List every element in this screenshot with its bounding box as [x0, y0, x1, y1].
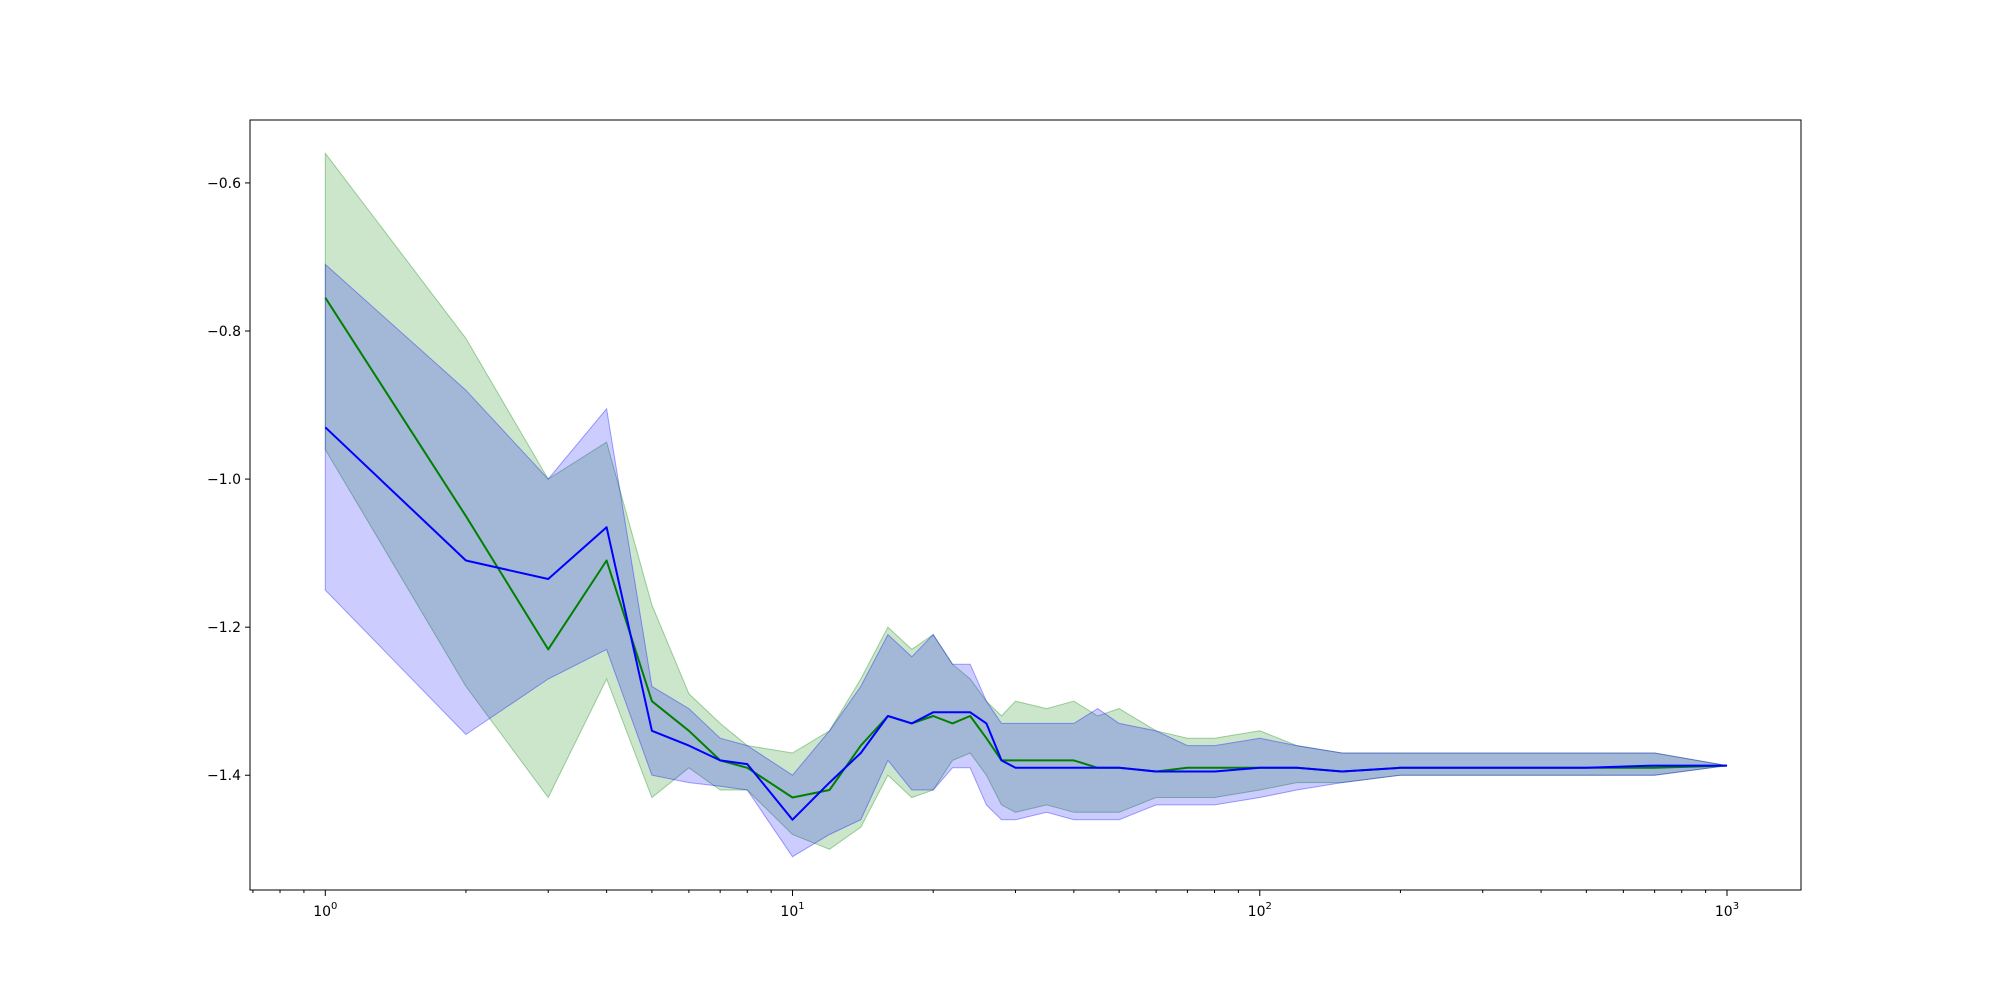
series-2-band [324, 263, 1728, 858]
y-tick-label: −0.8 [207, 324, 241, 340]
y-tick-label: −1.2 [207, 620, 241, 636]
y-tick-label: −1.0 [207, 472, 241, 488]
y-tick-label: −0.6 [207, 176, 241, 192]
y-tick-label: −1.4 [207, 768, 241, 784]
x-tick-label: 101 [780, 901, 804, 920]
y-axis: −0.6 −0.8 −1.0 −1.2 −1.4 [207, 176, 250, 784]
x-tick-label: 103 [1715, 901, 1739, 920]
x-tick-label: 100 [313, 901, 337, 920]
x-tick-label: 102 [1248, 901, 1272, 920]
x-axis: 100 101 102 103 [252, 890, 1739, 920]
confidence-bands [324, 151, 1728, 858]
series-2-line [324, 426, 1727, 821]
series-1-band [324, 151, 1728, 850]
plot-frame [249, 119, 1802, 891]
series-lines [324, 297, 1728, 821]
